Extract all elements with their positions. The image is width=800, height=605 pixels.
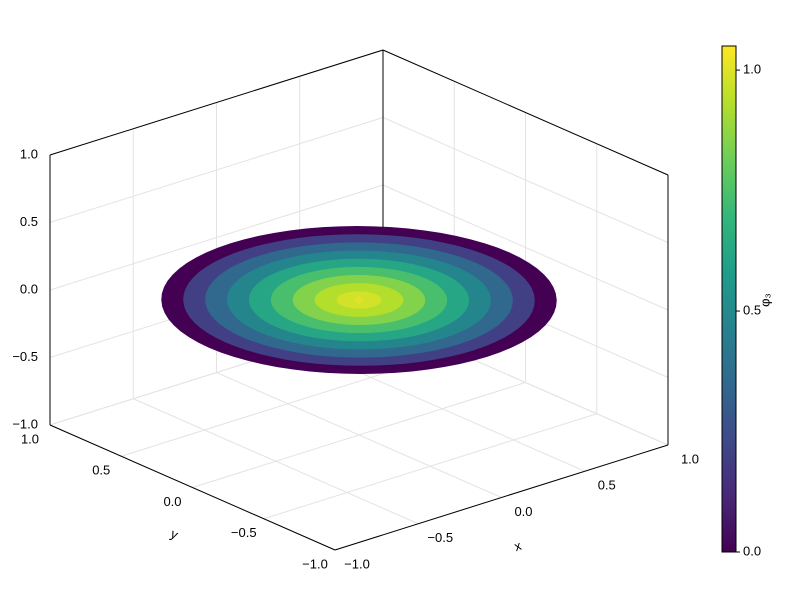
colorbar-label: φ₃: [757, 293, 772, 307]
colorbar-tick-label: 0.5: [743, 302, 761, 317]
z-tick-label: 0.5: [20, 214, 38, 229]
colorbar-tick-label: 0.0: [743, 543, 761, 558]
grid-line: [263, 413, 597, 520]
grid-line: [192, 382, 526, 488]
y-tick-label: 1.0: [21, 431, 39, 446]
grid-line: [49, 184, 384, 291]
x-tick-label: 0.0: [514, 504, 532, 519]
x-axis-label: x: [512, 538, 523, 554]
x-tick-label: 1.0: [681, 451, 699, 466]
grid-line: [49, 117, 384, 223]
axis-spine: [49, 49, 384, 156]
z-tick-label: 0.0: [20, 281, 38, 296]
x-tick-label: 0.5: [598, 478, 616, 493]
grid-line: [382, 117, 669, 243]
x-tick-label: −1.0: [344, 556, 370, 571]
x-tick-label: −0.5: [427, 530, 453, 545]
axis-spine: [382, 49, 669, 176]
axis-spine: [49, 424, 336, 551]
z-tick-label: −0.5: [12, 349, 38, 364]
y-tick-label: −1.0: [302, 556, 328, 571]
surface-center: [355, 296, 363, 304]
z-tick-label: −1.0: [12, 416, 38, 431]
y-tick-label: 0.0: [163, 494, 181, 509]
z-tick-label: 1.0: [20, 146, 38, 161]
y-axis-label: y: [168, 526, 180, 543]
colorbar: [721, 45, 737, 553]
y-tick-label: 0.5: [92, 463, 110, 478]
axis-spine: [334, 444, 669, 551]
grid-line: [382, 184, 669, 311]
colorbar-tick-label: 1.0: [743, 62, 761, 77]
y-tick-label: −0.5: [231, 525, 257, 540]
